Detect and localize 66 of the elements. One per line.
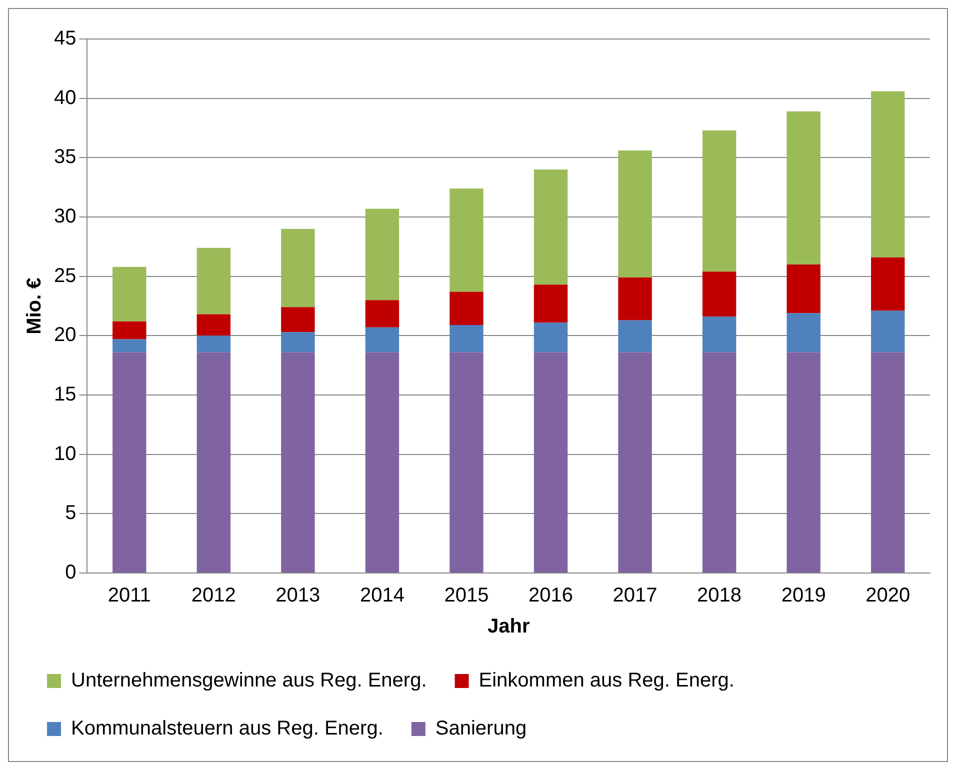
x-tick-label: 2018 <box>697 584 742 607</box>
bar <box>196 248 231 314</box>
bar <box>702 352 736 572</box>
y-tick-label: 5 <box>65 502 76 524</box>
bar <box>618 320 652 352</box>
y-tick-label: 0 <box>65 562 76 584</box>
bar <box>871 257 905 311</box>
y-axis-title: Mio. € <box>24 278 46 334</box>
bar <box>281 352 315 572</box>
y-tick-label: 35 <box>54 146 76 168</box>
bar <box>786 264 820 314</box>
bar <box>786 313 820 352</box>
bar <box>450 324 484 352</box>
bar <box>702 130 736 272</box>
x-tick-label: 2011 <box>108 584 151 607</box>
bar <box>450 188 484 292</box>
bar <box>450 292 484 325</box>
bar <box>196 336 231 352</box>
bar <box>871 91 905 258</box>
bar <box>618 150 652 278</box>
x-tick-label: 2012 <box>191 584 236 607</box>
bar <box>112 321 146 340</box>
bar <box>365 327 400 352</box>
bar <box>365 208 400 300</box>
bar <box>450 352 484 572</box>
bar <box>702 316 736 352</box>
bar <box>281 228 315 308</box>
bar <box>365 300 400 328</box>
bar <box>534 322 568 352</box>
bar <box>112 339 146 352</box>
y-tick-label: 15 <box>54 384 76 406</box>
bar <box>281 307 315 332</box>
bar <box>871 352 905 572</box>
y-tick-label: 30 <box>54 206 76 228</box>
x-tick-label: 2016 <box>528 584 574 607</box>
y-tick-label: 45 <box>54 28 76 50</box>
bar <box>618 352 652 572</box>
x-tick-label: 2013 <box>276 584 320 607</box>
bar <box>702 272 736 317</box>
y-tick-label: 10 <box>54 442 76 465</box>
y-tick-label: 40 <box>54 86 76 109</box>
y-tick-label: 20 <box>54 324 76 346</box>
bar <box>534 352 568 572</box>
legend-label: Sanierung <box>435 718 527 740</box>
legend-label: Kommunalsteuern aus Reg. Energ. <box>71 718 384 740</box>
x-tick-label: 2015 <box>444 584 489 607</box>
bar <box>281 332 315 352</box>
bar <box>618 278 652 320</box>
bar <box>786 352 820 572</box>
bar <box>196 352 231 572</box>
x-axis-title: Jahr <box>488 616 530 638</box>
legend-label: Einkommen aus Reg. Energ. <box>478 670 734 692</box>
bar <box>196 314 231 336</box>
bar <box>534 284 568 323</box>
bar <box>112 266 146 322</box>
legend-label: Unternehmensgewinne aus Reg. Energ. <box>71 670 427 692</box>
bar <box>365 352 400 572</box>
bar <box>786 111 820 264</box>
bar <box>112 352 146 572</box>
bar <box>871 310 905 352</box>
x-tick-label: 2019 <box>781 584 826 607</box>
bar <box>534 170 568 285</box>
y-tick-label: 25 <box>54 264 76 287</box>
x-tick-label: 2020 <box>866 584 910 607</box>
x-tick-label: 2017 <box>612 584 658 607</box>
x-tick-label: 2014 <box>360 584 404 607</box>
